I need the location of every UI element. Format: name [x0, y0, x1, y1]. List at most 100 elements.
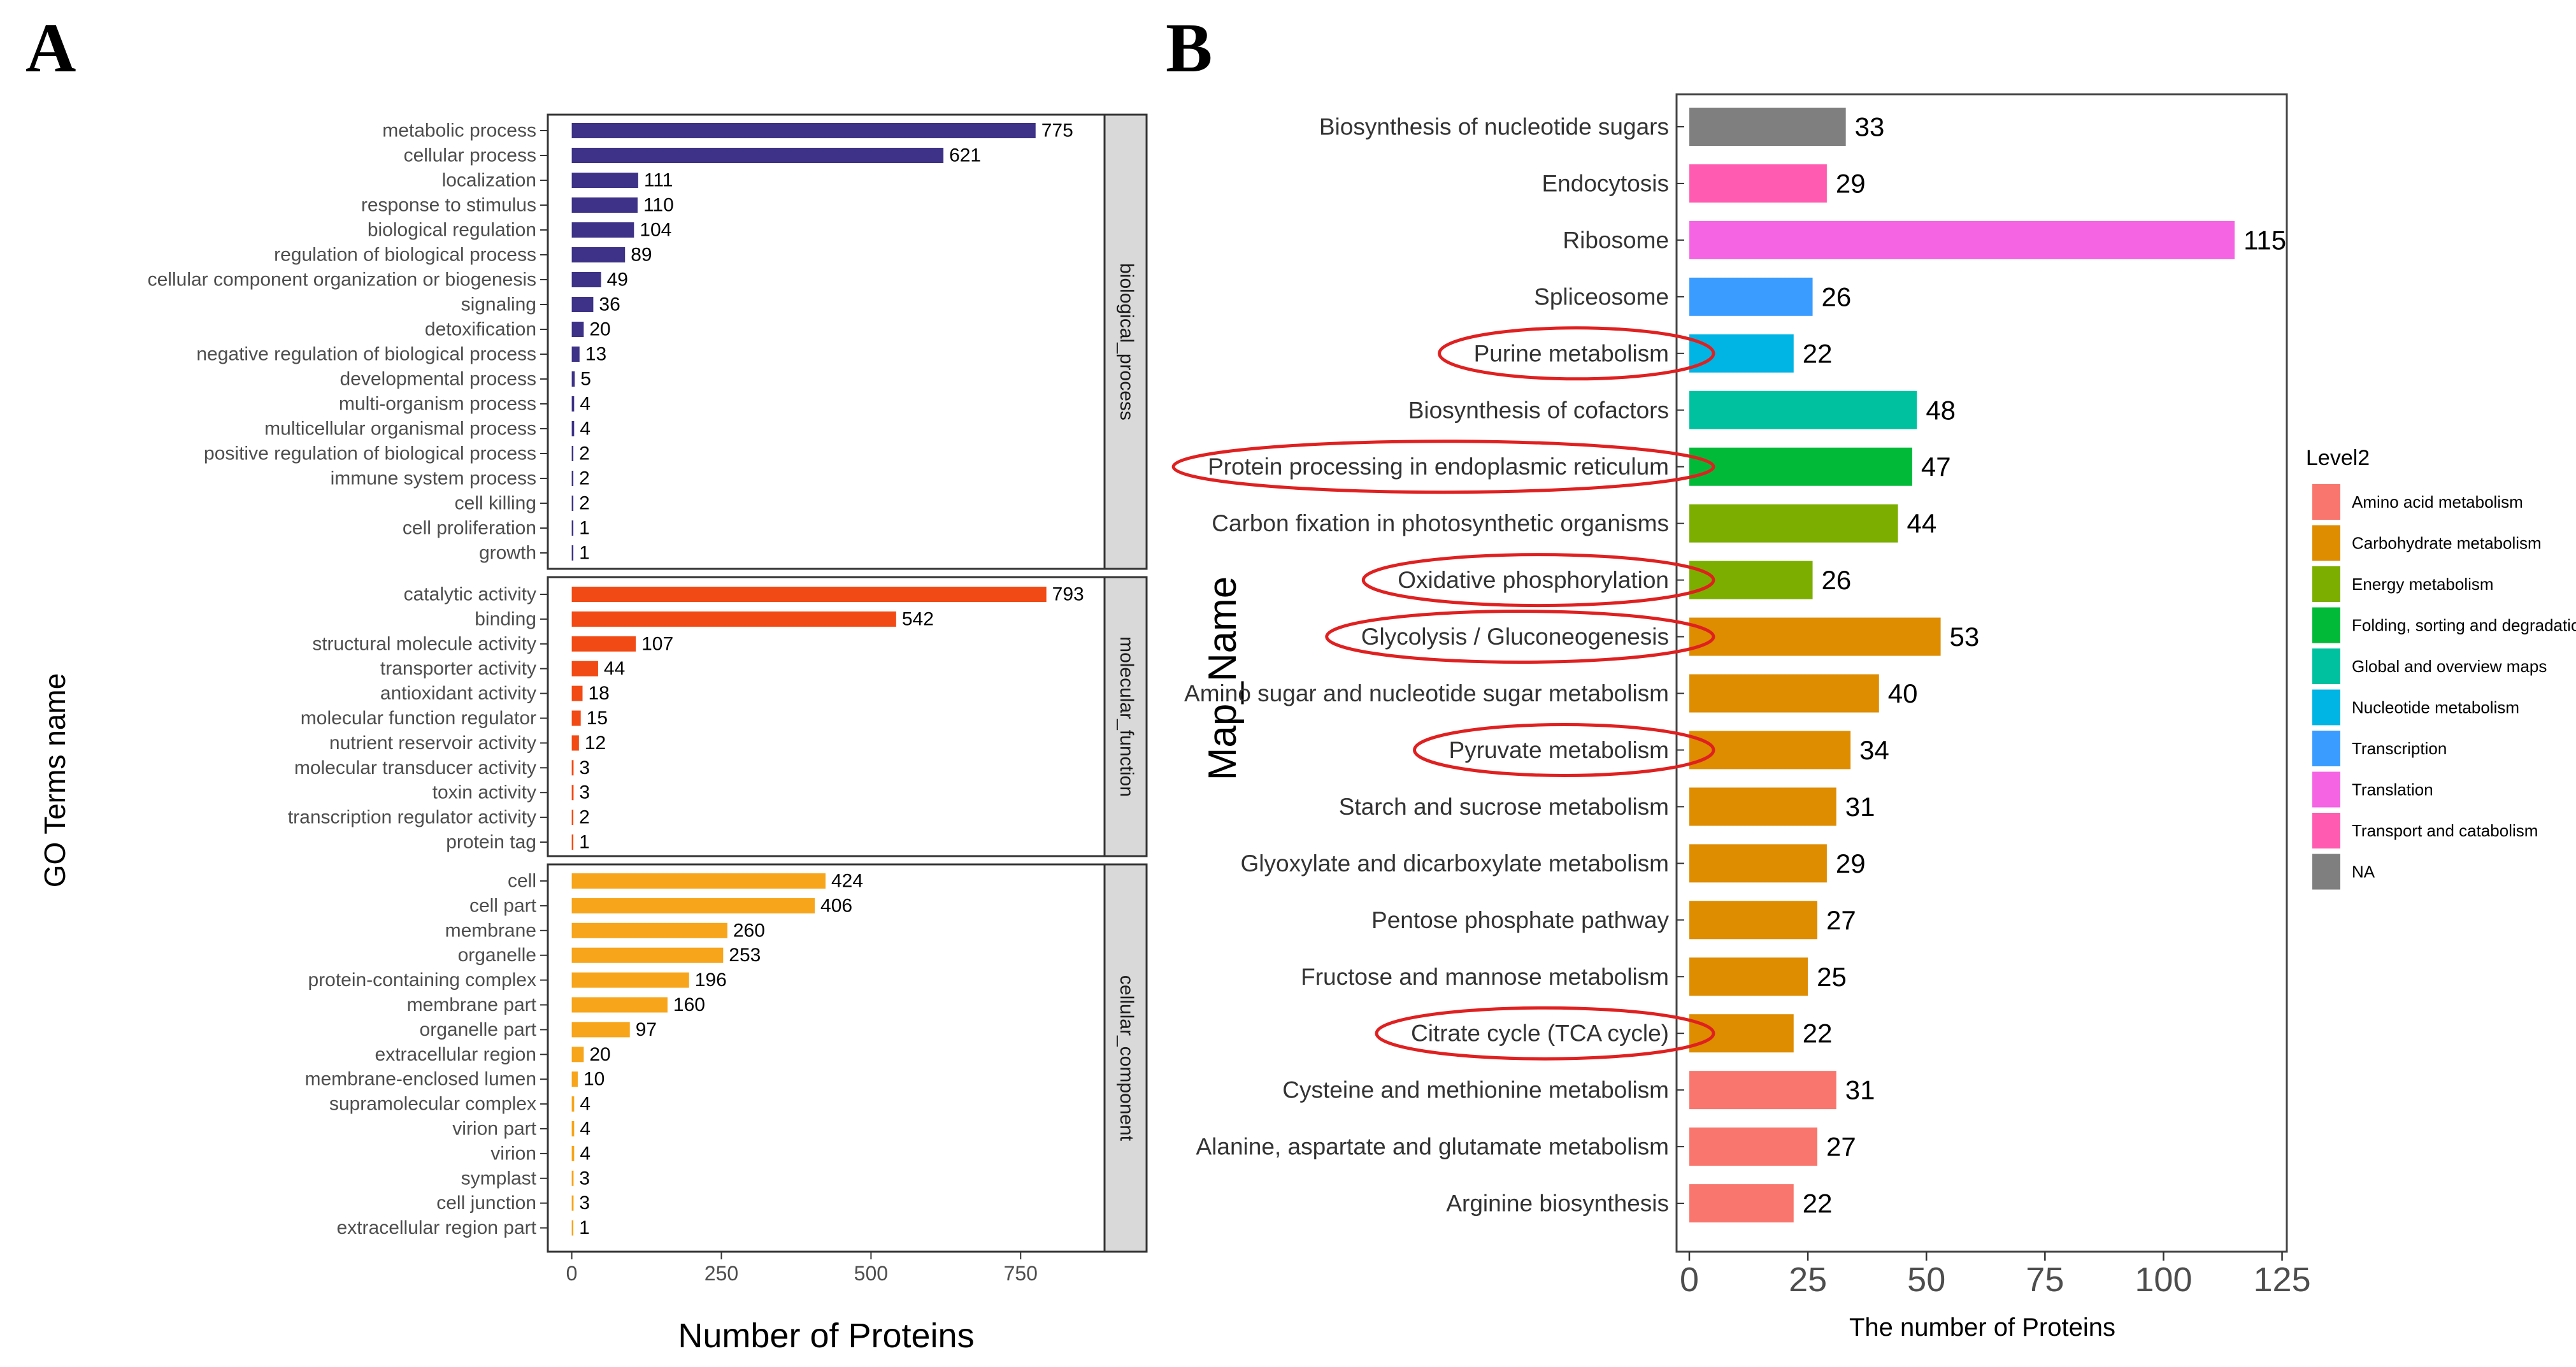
- data-label: 2: [579, 443, 590, 464]
- bar: [571, 997, 668, 1013]
- category-label: Pentose phosphate pathway: [1371, 907, 1669, 933]
- panel-b-y-axis-title: Map_Name: [1201, 576, 1245, 780]
- x-tick-label: 0: [566, 1262, 578, 1285]
- bar: [571, 545, 574, 561]
- category-label: Starch and sucrose metabolism: [1339, 794, 1669, 820]
- category-label: Purine metabolism: [1474, 340, 1669, 366]
- data-label: 10: [583, 1069, 605, 1090]
- bar: [571, 611, 896, 627]
- data-label: 104: [640, 220, 671, 241]
- category-label: Amino sugar and nucleotide sugar metabol…: [1184, 680, 1669, 706]
- facet-strip-label: molecular_function: [1116, 636, 1137, 797]
- data-label: 22: [1803, 338, 1833, 368]
- bar: [1689, 1071, 1836, 1110]
- bar: [571, 972, 689, 988]
- data-label: 5: [580, 369, 591, 390]
- category-label: Protein processing in endoplasmic reticu…: [1208, 454, 1669, 480]
- data-label: 36: [599, 294, 620, 315]
- highlight-ellipse: [1361, 553, 1715, 608]
- bar: [571, 421, 575, 436]
- facet-strip: [1103, 113, 1148, 570]
- bar: [1689, 957, 1808, 996]
- data-label: 115: [2243, 225, 2286, 255]
- bar: [571, 636, 636, 652]
- category-label: cellular component organization or bioge…: [148, 269, 536, 290]
- data-label: 20: [589, 1044, 610, 1065]
- data-label: 27: [1826, 905, 1856, 935]
- data-label: 1: [579, 832, 590, 853]
- category-label: positive regulation of biological proces…: [204, 443, 536, 464]
- x-tick-label: 125: [2254, 1261, 2311, 1299]
- bar: [1689, 561, 1813, 599]
- data-label: 31: [1845, 792, 1875, 822]
- data-label: 40: [1888, 678, 1918, 708]
- category-label: membrane part: [407, 994, 537, 1015]
- bar: [1689, 617, 1941, 656]
- legend-swatch: [2312, 525, 2340, 561]
- bar: [571, 1022, 630, 1038]
- legend-item-carbohydrate-metabolism: Carbohydrate metabolism: [2312, 525, 2542, 561]
- legend-swatch: [2312, 648, 2340, 684]
- data-label: 542: [902, 608, 934, 629]
- bar: [571, 710, 581, 726]
- bar: [571, 471, 574, 486]
- category-label: membrane-enclosed lumen: [304, 1069, 536, 1090]
- legend-label: Transcription: [2352, 739, 2447, 758]
- data-label: 26: [1822, 565, 1852, 595]
- category-label: multicellular organismal process: [264, 419, 536, 440]
- bar: [571, 834, 574, 850]
- category-label: cellular process: [404, 145, 536, 166]
- category-label: Biosynthesis of cofactors: [1408, 397, 1669, 423]
- x-tick-label: 25: [1789, 1261, 1827, 1299]
- data-label: 34: [1859, 735, 1889, 765]
- bar: [571, 810, 574, 826]
- data-label: 1: [579, 1217, 590, 1238]
- legend-swatch: [2312, 689, 2340, 726]
- category-label: Arginine biosynthesis: [1446, 1191, 1669, 1217]
- panel-a-y-axis-title: GO Terms name: [38, 673, 71, 888]
- data-label: 22: [1803, 1019, 1833, 1049]
- category-label: antioxidant activity: [380, 683, 536, 704]
- bar: [571, 1195, 574, 1211]
- panel-b-plot-frame: [1675, 93, 2288, 1253]
- data-label: 110: [643, 195, 674, 216]
- category-label: negative regulation of biological proces…: [196, 344, 536, 365]
- bar: [571, 1170, 574, 1186]
- bar: [1689, 901, 1817, 940]
- facet-cellular-component: cellular_component cell 424 cell part 406 mem…: [304, 863, 1148, 1253]
- category-label: metabolic process: [382, 120, 536, 141]
- legend-swatch: [2312, 484, 2340, 520]
- category-label: molecular transducer activity: [294, 757, 536, 778]
- data-label: 13: [585, 344, 606, 365]
- legend-swatch: [2312, 731, 2340, 766]
- category-label: cell part: [469, 895, 537, 916]
- bar: [1689, 220, 2235, 259]
- category-label: transporter activity: [380, 658, 536, 679]
- bar: [1689, 1127, 1817, 1166]
- category-label: extracellular region part: [337, 1217, 537, 1238]
- panel-a-x-axis-title: Number of Proteins: [678, 1317, 974, 1355]
- category-label: multi-organism process: [339, 394, 536, 415]
- category-label: organelle part: [420, 1019, 537, 1040]
- category-label: symplast: [461, 1168, 537, 1189]
- category-label: transcription regulator activity: [288, 807, 536, 828]
- data-label: 89: [631, 245, 652, 266]
- data-label: 793: [1052, 584, 1084, 605]
- data-label: 29: [1836, 848, 1866, 878]
- bar: [1689, 787, 1836, 826]
- category-label: binding: [475, 608, 536, 629]
- highlight-ellipse: [1413, 722, 1715, 777]
- legend-label: Global and overview maps: [2352, 657, 2547, 676]
- bar: [571, 1145, 575, 1161]
- legend-swatch: [2312, 607, 2340, 643]
- bar: [571, 148, 944, 163]
- data-label: 253: [729, 945, 761, 966]
- bar: [571, 247, 626, 262]
- bar: [571, 272, 601, 287]
- bar: [571, 173, 638, 188]
- category-label: growth: [479, 543, 536, 564]
- legend-swatch: [2312, 771, 2340, 808]
- category-label: toxin activity: [433, 782, 536, 803]
- category-label: cell: [508, 871, 536, 892]
